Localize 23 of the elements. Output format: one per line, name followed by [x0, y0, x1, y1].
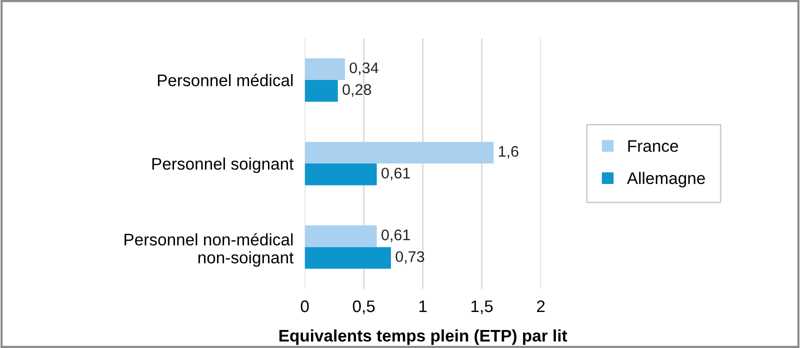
- bar: [304, 142, 494, 164]
- bar: [304, 58, 345, 80]
- bar: [304, 225, 377, 248]
- x-tick-label: 0,5: [352, 300, 375, 314]
- y-tick-label: Personnel non-médical non-soignant: [124, 233, 294, 267]
- x-tick-label: 1: [419, 300, 427, 312]
- data-label: 0,34: [350, 62, 378, 76]
- y-tick-label: Personnel médical: [158, 74, 293, 86]
- data-label: 0,28: [342, 84, 372, 97]
- x-axis-title: Equivalents temps plein (ETP) par lit: [279, 329, 568, 345]
- y-tick-label: Personnel soignant: [152, 158, 294, 174]
- bar: [304, 247, 391, 269]
- data-label: 0,61: [382, 230, 410, 242]
- x-tick-label: 1,5: [471, 300, 493, 314]
- data-label: 0,61: [382, 168, 410, 180]
- legend-label: France: [628, 140, 678, 152]
- data-label: 0,73: [396, 251, 424, 264]
- bar: [304, 80, 338, 102]
- bar: [304, 164, 377, 186]
- x-tick-label: 2: [537, 300, 545, 312]
- x-tick-label: 0: [300, 300, 309, 312]
- data-label: 1,6: [498, 146, 518, 159]
- legend-label: Allemagne: [626, 172, 705, 188]
